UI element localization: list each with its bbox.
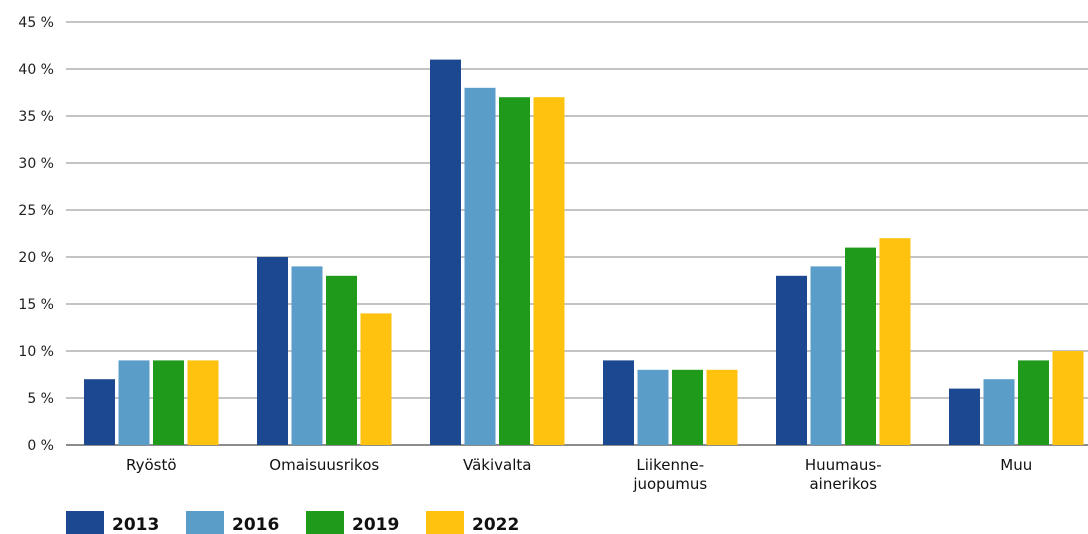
x-category-label: Liikenne-juopumus [632,456,707,493]
bar-2013 [776,275,807,445]
x-category-label: Omaisuusrikos [269,456,379,474]
y-tick-label: 20 % [18,250,54,266]
x-category-label-line: Ryöstö [126,456,177,474]
x-category-label: Ryöstö [126,456,177,474]
y-tick-label: 0 % [27,438,54,454]
x-category-label-line: juopumus [632,475,707,493]
gridlines [66,21,1088,446]
bar-2013 [257,257,288,445]
legend-swatch-2013 [66,511,104,534]
bar-2019 [1018,360,1049,445]
x-category-label: Huumaus-ainerikos [805,456,882,493]
legend-swatch-2019 [306,511,344,534]
y-tick-label: 10 % [18,344,54,360]
x-category-label: Muu [1000,456,1032,474]
bar-2019 [326,275,357,445]
x-category-label-line: Liikenne- [636,456,704,474]
bars [84,59,1084,446]
bar-2022 [533,97,565,445]
legend-label: 2022 [472,515,519,534]
legend-label: 2013 [112,515,159,534]
x-axis-categories: Ryöstö Omaisuusrikos Väkivalta Liikenne-juo… [126,456,1032,493]
bar-2019 [672,369,703,445]
bar-2013 [84,379,115,445]
bar-2019 [845,247,876,445]
y-tick-label: 45 % [18,15,54,31]
y-tick-label: 15 % [18,297,54,313]
bar-2022 [187,360,219,445]
legend: 2013 2016 2019 2022 [66,511,519,534]
bar-2016 [983,379,1015,445]
legend-label: 2019 [352,515,399,534]
x-category-label-line: ainerikos [809,475,877,493]
y-tick-label: 40 % [18,62,54,78]
y-tick-label: 25 % [18,203,54,219]
bar-2022 [360,313,392,445]
x-category-label-line: Omaisuusrikos [269,456,379,474]
bar-2019 [499,97,530,445]
bar-2016 [637,369,669,445]
y-tick-label: 5 % [27,391,54,407]
x-category-label-line: Väkivalta [463,456,531,474]
bar-2013 [949,388,980,445]
x-category-label-line: Huumaus- [805,456,882,474]
y-tick-label: 30 % [18,156,54,172]
legend-swatch-2022 [426,511,464,534]
bar-2016 [118,360,150,445]
legend-label: 2016 [232,515,279,534]
bar-2016 [810,266,842,445]
bar-2016 [464,87,496,446]
y-axis-ticks: 0 % 5 % 10 % 15 % 20 % 25 % 30 % 35 % 40 % 45 % [18,15,54,454]
y-tick-label: 35 % [18,109,54,125]
bar-2019 [153,360,184,445]
x-category-label-line: Muu [1000,456,1032,474]
bar-2013 [603,360,634,445]
x-category-label: Väkivalta [463,456,531,474]
bar-2013 [430,59,461,445]
bar-2022 [706,369,738,445]
bar-2022 [1052,351,1084,445]
bar-2016 [291,266,323,445]
legend-swatch-2016 [186,511,224,534]
bar-2022 [879,238,911,445]
